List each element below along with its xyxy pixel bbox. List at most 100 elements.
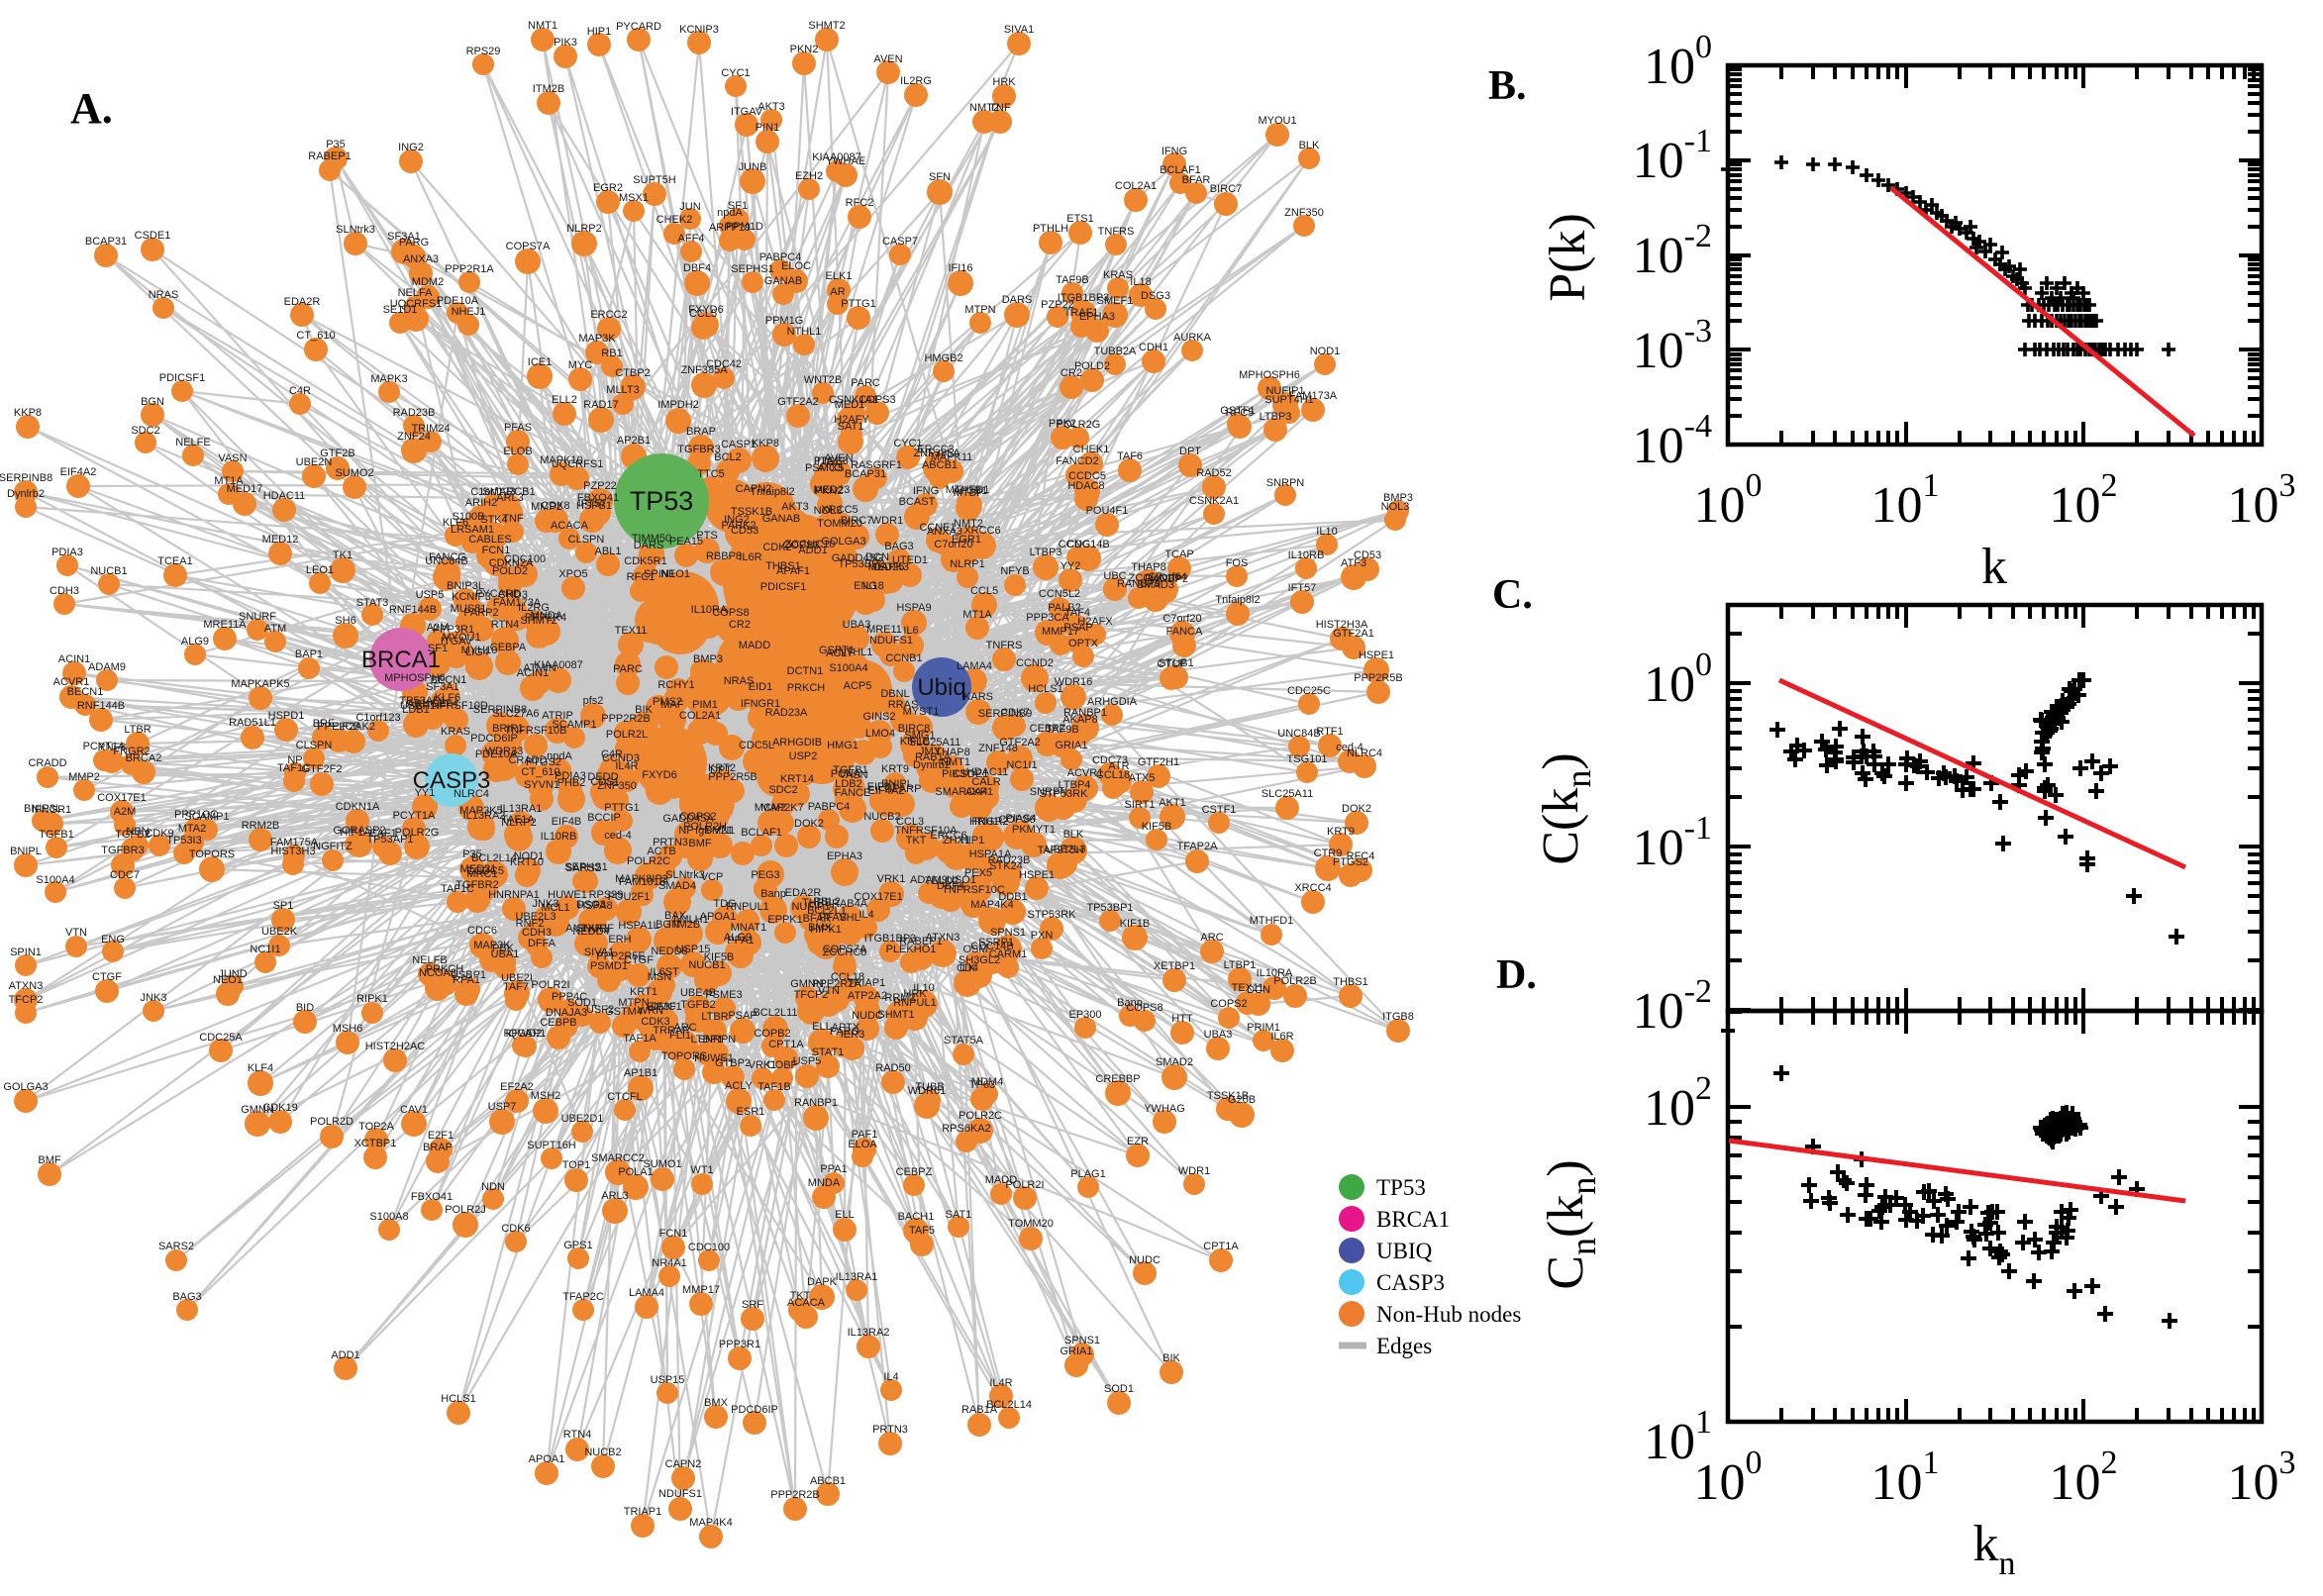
svg-text:EGR1: EGR1	[952, 534, 981, 546]
svg-text:KKP8: KKP8	[752, 438, 779, 449]
svg-text:SAT1: SAT1	[946, 1209, 972, 1221]
svg-text:IL10: IL10	[913, 982, 934, 994]
svg-text:PEA15: PEA15	[669, 536, 703, 548]
svg-text:CYC1: CYC1	[893, 438, 922, 449]
svg-text:GTF2F2: GTF2F2	[302, 763, 343, 775]
svg-text:LMO4: LMO4	[865, 728, 895, 740]
svg-text:FANCA: FANCA	[1166, 626, 1203, 638]
svg-text:ADAM9: ADAM9	[88, 661, 126, 673]
svg-text:POLD2: POLD2	[1074, 360, 1110, 372]
svg-text:RB1: RB1	[601, 348, 622, 359]
svg-text:ACVR1: ACVR1	[1067, 767, 1104, 779]
svg-text:RNF144B: RNF144B	[389, 604, 437, 616]
svg-text:ELL: ELL	[835, 1209, 855, 1221]
svg-text:PPP3R1: PPP3R1	[433, 624, 474, 636]
svg-text:KKP8: KKP8	[14, 407, 42, 419]
svg-text:P35: P35	[326, 139, 346, 150]
svg-text:IL6R: IL6R	[739, 551, 761, 563]
svg-text:MAPK3: MAPK3	[370, 373, 407, 385]
svg-text:CDH3: CDH3	[50, 585, 79, 597]
svg-text:MDM2: MDM2	[412, 276, 444, 288]
svg-text:SMARCC2: SMARCC2	[591, 1152, 645, 1164]
svg-text:PCYT1A: PCYT1A	[393, 810, 436, 822]
svg-text:NDN: NDN	[481, 1181, 505, 1193]
svg-text:WDR1: WDR1	[871, 515, 903, 527]
svg-text:DARS: DARS	[1002, 294, 1033, 306]
svg-text:PEG3: PEG3	[751, 869, 779, 881]
svg-text:TAF1B: TAF1B	[758, 1081, 790, 1093]
svg-text:KIAA0087: KIAA0087	[534, 659, 583, 671]
svg-text:DPT: DPT	[1179, 446, 1201, 457]
svg-text:G20B: G20B	[1228, 1094, 1256, 1106]
svg-text:TOP1: TOP1	[562, 1159, 591, 1171]
svg-text:SLNtrk3: SLNtrk3	[336, 224, 375, 236]
svg-text:TP53AP1: TP53AP1	[399, 695, 446, 707]
svg-text:ACIN1: ACIN1	[517, 667, 549, 679]
svg-text:RNF8: RNF8	[98, 742, 127, 753]
svg-text:DPT: DPT	[710, 764, 732, 776]
svg-text:MAP3K: MAP3K	[578, 333, 616, 345]
svg-text:ARL3: ARL3	[601, 1190, 629, 1202]
svg-text:PYCARD: PYCARD	[616, 21, 661, 33]
svg-text:TIPARP: TIPARP	[883, 783, 922, 795]
svg-text:HIF1A: HIF1A	[340, 827, 371, 839]
svg-text:KRT2: KRT2	[708, 762, 736, 774]
svg-text:CYC1: CYC1	[721, 67, 750, 79]
svg-text:DDB1: DDB1	[998, 891, 1027, 903]
svg-text:VASN: VASN	[839, 769, 867, 781]
svg-text:RBL2: RBL2	[813, 896, 841, 908]
svg-text:Dynlrb2: Dynlrb2	[913, 759, 951, 771]
svg-text:UBIQ: UBIQ	[1376, 1239, 1433, 1263]
svg-text:ADD1: ADD1	[331, 1349, 359, 1361]
svg-text:IFI16: IFI16	[948, 262, 972, 274]
svg-text:ARHGDIA: ARHGDIA	[1087, 696, 1138, 708]
svg-text:GANAB: GANAB	[764, 275, 803, 287]
svg-text:BCAP31: BCAP31	[845, 468, 886, 480]
svg-text:KRT10: KRT10	[510, 856, 544, 868]
svg-text:hMLH1: hMLH1	[673, 914, 708, 926]
svg-text:ADD1: ADD1	[798, 545, 827, 556]
svg-text:IFNGR1: IFNGR1	[741, 698, 780, 710]
svg-text:ARHGEF4: ARHGEF4	[407, 698, 458, 710]
svg-text:MED1: MED1	[835, 399, 865, 411]
svg-text:A2M: A2M	[427, 622, 450, 634]
svg-text:EIF4A2: EIF4A2	[60, 466, 97, 478]
svg-text:SARS2: SARS2	[158, 1241, 194, 1252]
svg-text:CDC100: CDC100	[504, 553, 546, 565]
svg-text:RANBP1: RANBP1	[1063, 707, 1107, 719]
svg-text:TOP2A: TOP2A	[358, 1121, 395, 1133]
svg-text:PPP4C: PPP4C	[552, 991, 587, 1003]
svg-text:C4R: C4R	[601, 748, 623, 760]
svg-text:MYOU1: MYOU1	[442, 632, 480, 644]
svg-text:TAF1C: TAF1C	[441, 883, 474, 895]
svg-text:ABL1: ABL1	[595, 546, 622, 557]
svg-text:POLR2C: POLR2C	[959, 1110, 1002, 1122]
svg-text:COX17E1: COX17E1	[854, 891, 903, 903]
svg-text:IFNGR1: IFNGR1	[32, 804, 71, 816]
svg-text:SSRP1: SSRP1	[978, 937, 1014, 948]
svg-text:ATR: ATR	[1108, 760, 1129, 772]
svg-text:OSM: OSM	[962, 944, 987, 955]
svg-text:LTBP3: LTBP3	[1260, 411, 1292, 423]
svg-text:IMPDH2: IMPDH2	[657, 399, 699, 411]
svg-text:ARC: ARC	[1200, 932, 1223, 944]
svg-text:USBP1: USBP1	[400, 700, 436, 712]
svg-text:SMARCB1: SMARCB1	[482, 486, 535, 498]
svg-text:ZNF385A: ZNF385A	[680, 364, 728, 376]
svg-text:UBE2D1: UBE2D1	[561, 1113, 604, 1125]
svg-text:NBN: NBN	[126, 826, 149, 838]
svg-text:BIRC7: BIRC7	[1210, 183, 1242, 195]
svg-text:COPS3: COPS3	[858, 394, 895, 406]
svg-text:FCN1: FCN1	[659, 1228, 688, 1240]
svg-text:Tnfaip8l2: Tnfaip8l2	[750, 486, 794, 498]
svg-text:SLNtrk3: SLNtrk3	[665, 869, 705, 881]
svg-text:TEX11: TEX11	[615, 625, 648, 637]
svg-text:POLD2: POLD2	[492, 565, 528, 577]
svg-text:MAP4K4: MAP4K4	[970, 899, 1013, 911]
svg-text:BMF: BMF	[688, 838, 712, 849]
svg-text:MMP17: MMP17	[682, 1284, 720, 1296]
svg-text:CHD3: CHD3	[498, 589, 528, 601]
svg-text:EPHA3: EPHA3	[827, 850, 862, 862]
svg-text:GSTM4: GSTM4	[605, 1006, 643, 1018]
svg-text:MAP3K: MAP3K	[473, 940, 511, 951]
